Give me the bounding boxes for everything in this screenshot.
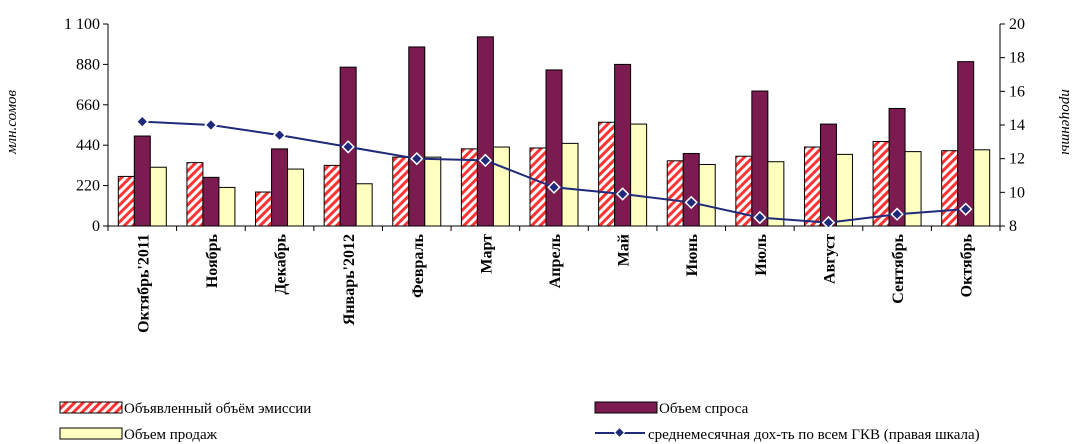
bar-sales	[355, 183, 373, 227]
bar-demand	[545, 69, 563, 227]
left-axis-ticks: 0 220 440 660 880 1 100	[64, 16, 108, 235]
y2-tick-label: 12	[1009, 151, 1025, 168]
legend-item-demand: Объем спроса	[594, 401, 749, 417]
legend-item-sales: Объем продаж	[59, 427, 218, 443]
bar-sales	[698, 163, 716, 227]
bar-demand	[819, 123, 837, 227]
bar-emission	[255, 191, 273, 227]
category-label: Апрель	[547, 233, 564, 288]
bar-emission	[872, 141, 890, 227]
y-tick-label: 880	[76, 56, 100, 73]
bar-demand	[476, 36, 494, 227]
y-tick-label: 0	[92, 218, 100, 235]
bar-demand	[957, 61, 975, 227]
category-label: Июль	[753, 233, 770, 275]
yield-point	[341, 140, 355, 154]
y-tick-label: 1 100	[64, 16, 100, 33]
legend-label-sales: Объем продаж	[124, 427, 218, 443]
category-labels: Октябрь'2011 Ноябрь Декабрь Январь'2012 Февр…	[135, 233, 975, 332]
bar-sales	[492, 146, 510, 227]
legend-label-demand: Объем спроса	[659, 401, 749, 417]
category-label: Январь'2012	[341, 234, 358, 325]
y-tick-label: 220	[76, 178, 100, 195]
bar-demand	[271, 148, 289, 227]
yield-point	[135, 114, 150, 129]
y2-axis-title: проценты	[1058, 89, 1074, 154]
bar-sales	[149, 166, 167, 227]
category-label: Февраль	[410, 233, 427, 298]
bar-sales	[904, 151, 922, 227]
yield-point	[821, 215, 836, 230]
yield-point	[684, 195, 698, 210]
category-label: Сентябрь	[890, 233, 907, 303]
category-label: Октябрь	[959, 233, 976, 297]
yield-point	[204, 118, 218, 132]
bar-emission	[529, 147, 547, 227]
legend-swatch-demand	[594, 401, 658, 414]
category-label: Август	[821, 234, 838, 284]
yield-point	[547, 180, 561, 195]
yield-point	[615, 187, 630, 201]
bar-demand	[133, 135, 151, 227]
bar-emission	[598, 121, 616, 227]
category-label: Ноябрь	[204, 233, 221, 288]
y-axis-title: млн.сомов	[4, 89, 20, 155]
bar-sales	[835, 153, 853, 227]
legend-item-yield: среднемесячная дох-ть по всем ГКВ (права…	[595, 426, 980, 443]
bar-emission	[803, 146, 821, 227]
category-label: Октябрь'2011	[135, 234, 152, 333]
bar-demand	[682, 152, 700, 227]
bar-sales	[287, 168, 305, 227]
bar-sales	[973, 149, 991, 227]
bar-emission	[392, 156, 410, 227]
bar-demand	[614, 63, 632, 227]
category-label: Май	[616, 234, 633, 266]
yield-point	[272, 128, 287, 142]
legend-marker-yield	[613, 426, 626, 439]
legend-label-yield: среднемесячная дох-ть по всем ГКВ (права…	[648, 427, 980, 443]
y2-tick-label: 10	[1009, 184, 1025, 201]
bar-emission	[117, 175, 135, 227]
y2-tick-label: 8	[1009, 218, 1017, 235]
yield-point	[478, 153, 493, 168]
legend-swatch-emission	[59, 401, 123, 414]
y2-tick-label: 18	[1009, 50, 1025, 67]
yield-point	[890, 207, 904, 221]
bar-emission	[323, 164, 341, 227]
bar-sales	[561, 142, 579, 227]
bar-sales	[218, 186, 236, 227]
category-label: Декабрь	[273, 233, 290, 294]
y2-tick-label: 16	[1009, 83, 1025, 100]
yield-point	[958, 202, 973, 216]
bar-emission	[666, 160, 684, 227]
legend-label-emission: Объявленный объём эмиссии	[124, 401, 311, 417]
bar-emission	[941, 150, 959, 227]
bar-demand	[751, 90, 769, 227]
bar-demand	[202, 176, 220, 227]
yield-point	[753, 210, 767, 225]
legend-swatch-sales	[59, 427, 123, 440]
bar-sales	[424, 156, 442, 227]
bar-sales	[767, 161, 785, 227]
bar-sales	[630, 123, 648, 227]
yield-point	[410, 151, 424, 166]
right-axis-ticks: 8 10 12 14 16 18 20	[1000, 16, 1025, 235]
y-tick-label: 660	[76, 97, 100, 114]
legend: Объявленный объём эмиссии Объем спроса О…	[59, 401, 980, 443]
y2-tick-label: 20	[1009, 16, 1025, 33]
bar-emission	[186, 162, 204, 227]
category-label: Июнь	[684, 233, 701, 276]
y2-tick-label: 14	[1009, 117, 1025, 134]
bar-demand	[408, 46, 426, 227]
yield-line	[135, 114, 973, 230]
category-label: Март	[478, 234, 495, 274]
y-tick-label: 440	[76, 137, 100, 154]
legend-item-emission: Объявленный объём эмиссии	[59, 401, 311, 417]
